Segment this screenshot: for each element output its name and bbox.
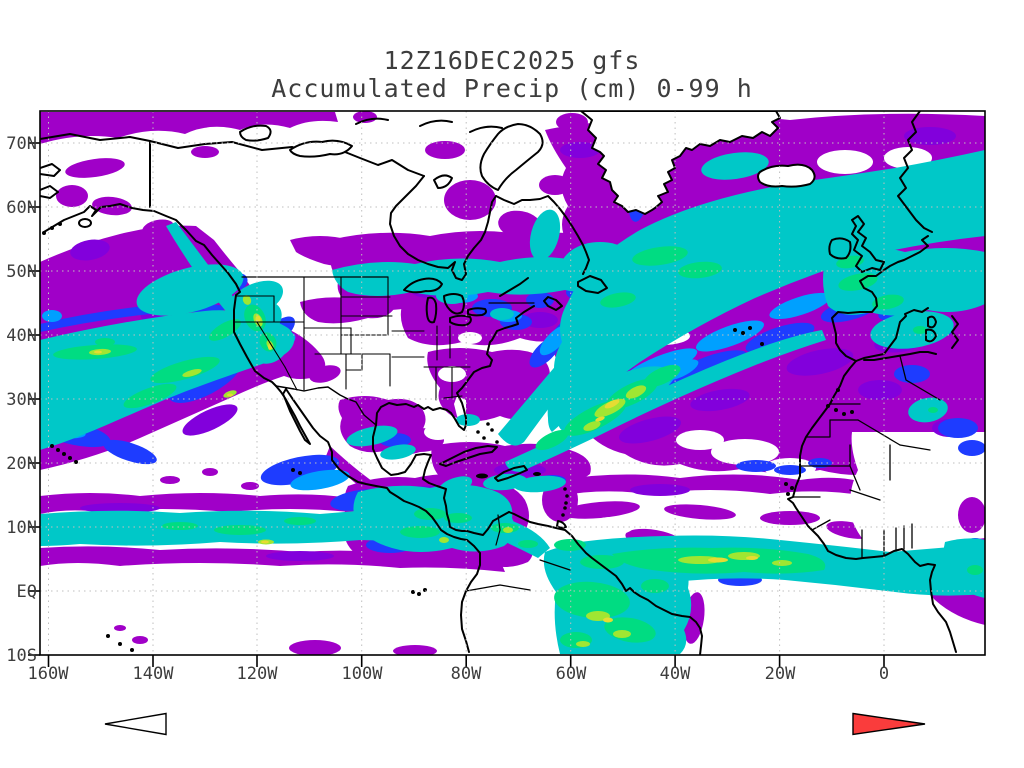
lat-label-10s: 10S	[6, 646, 37, 666]
lon-label-80w: 80W	[450, 664, 482, 684]
colorbar-under-arrow	[104, 712, 167, 736]
lat-label-10n: 10N	[6, 518, 37, 538]
gridlines	[40, 111, 985, 655]
lon-label-120w: 120W	[236, 664, 278, 684]
precipitation-shading	[40, 111, 985, 655]
lon-label-160w: 160W	[27, 664, 69, 684]
colorbar-over-arrow	[852, 712, 926, 736]
lon-label-100w: 100W	[341, 664, 383, 684]
plot-title-variable: Accumulated Precip (cm) 0-99 h	[271, 74, 753, 103]
plot-title-datetime: 12Z16DEC2025 gfs	[383, 46, 641, 75]
plot-frame	[28, 110, 986, 667]
lon-label-20w: 20W	[764, 664, 796, 684]
lat-label-40n: 40N	[6, 326, 37, 346]
lon-label-60w: 60W	[555, 664, 587, 684]
lat-label-70n: 70N	[6, 134, 37, 154]
coastlines-and-borders	[40, 111, 959, 655]
lat-label-30n: 30N	[6, 390, 37, 410]
lon-label-40w: 40W	[659, 664, 691, 684]
lon-label-140w: 140W	[132, 664, 174, 684]
lon-label-0: 0	[878, 664, 890, 684]
lat-label-50n: 50N	[6, 262, 37, 282]
colorbar: 0.5 1 1.5 2 2.5 5 10 15 20 30 40	[0, 700, 1024, 760]
lat-label-20n: 20N	[6, 454, 37, 474]
lat-label-eq: EQ	[16, 582, 37, 602]
lat-label-60n: 60N	[6, 198, 37, 218]
colorbar-arrows	[104, 712, 926, 736]
